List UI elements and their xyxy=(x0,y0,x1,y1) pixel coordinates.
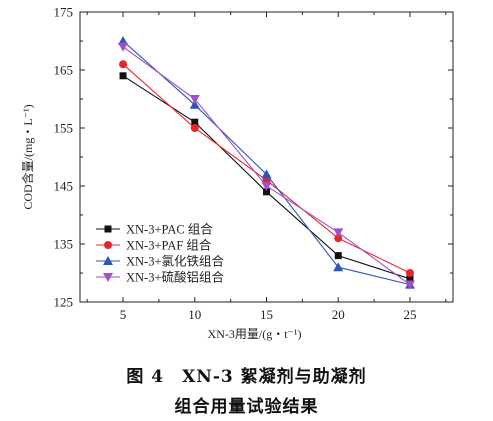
legend-label: XN-3+硫酸铝组合 xyxy=(126,270,225,285)
legend-item: XN-3+PAF 组合 xyxy=(96,238,212,253)
legend-item: XN-3+PAC 组合 xyxy=(96,222,213,237)
y-axis-title: COD含量/(mg・L⁻¹) xyxy=(20,104,35,209)
x-tick-label: 5 xyxy=(120,307,127,322)
data-point xyxy=(189,99,200,109)
data-point xyxy=(119,72,127,80)
data-point xyxy=(263,188,270,196)
y-tick-label: 125 xyxy=(54,295,74,310)
data-point xyxy=(189,95,200,104)
y-tick-label: 135 xyxy=(54,237,74,252)
y-tick-label: 175 xyxy=(54,5,74,20)
data-point xyxy=(118,42,129,52)
figure-caption-line2: 组合用量试验结果 xyxy=(174,397,319,417)
data-point xyxy=(190,124,199,132)
legend-item: XN-3+硫酸铝组合 xyxy=(96,270,225,285)
legend-marker xyxy=(103,273,113,282)
data-point xyxy=(333,262,344,272)
data-point xyxy=(334,234,343,243)
data-point xyxy=(405,269,414,277)
data-point xyxy=(334,252,342,260)
data-point xyxy=(261,169,272,179)
x-tick-label: 20 xyxy=(332,307,345,322)
series-3 xyxy=(118,36,415,289)
series-4 xyxy=(118,42,415,290)
data-point xyxy=(118,36,129,45)
legend-item: XN-3+氯化铁组合 xyxy=(96,254,225,269)
figure-caption-line1: 图 4 XN-3 絮凝剂与助凝剂 xyxy=(126,367,367,387)
legend-marker xyxy=(104,225,112,233)
line-chart: 125 135 145 155 165 175 5 10 15 20 25 COD含量/(mg・L⁻… xyxy=(20,5,454,341)
data-point xyxy=(333,228,344,238)
chart-ticks: 125 135 145 155 165 175 5 10 15 20 25 xyxy=(54,5,453,322)
data-point xyxy=(404,280,415,290)
x-tick-label: 25 xyxy=(403,307,416,322)
legend-label: XN-3+PAF 组合 xyxy=(126,238,212,253)
x-tick-label: 15 xyxy=(260,307,273,322)
data-point xyxy=(261,182,272,191)
y-tick-label: 165 xyxy=(54,63,74,78)
data-point xyxy=(406,275,414,283)
legend-marker xyxy=(103,256,113,265)
x-axis-title: XN-3用量/(g・t⁻¹) xyxy=(208,327,302,341)
chart-series xyxy=(118,36,415,290)
data-point xyxy=(119,60,128,69)
data-point xyxy=(191,118,199,126)
legend-label: XN-3+PAC 组合 xyxy=(126,222,213,237)
legend-marker xyxy=(104,241,112,249)
y-tick-label: 145 xyxy=(54,179,74,194)
legend-label: XN-3+氯化铁组合 xyxy=(126,254,225,269)
y-tick-label: 155 xyxy=(54,121,74,136)
x-tick-label: 10 xyxy=(188,307,201,322)
